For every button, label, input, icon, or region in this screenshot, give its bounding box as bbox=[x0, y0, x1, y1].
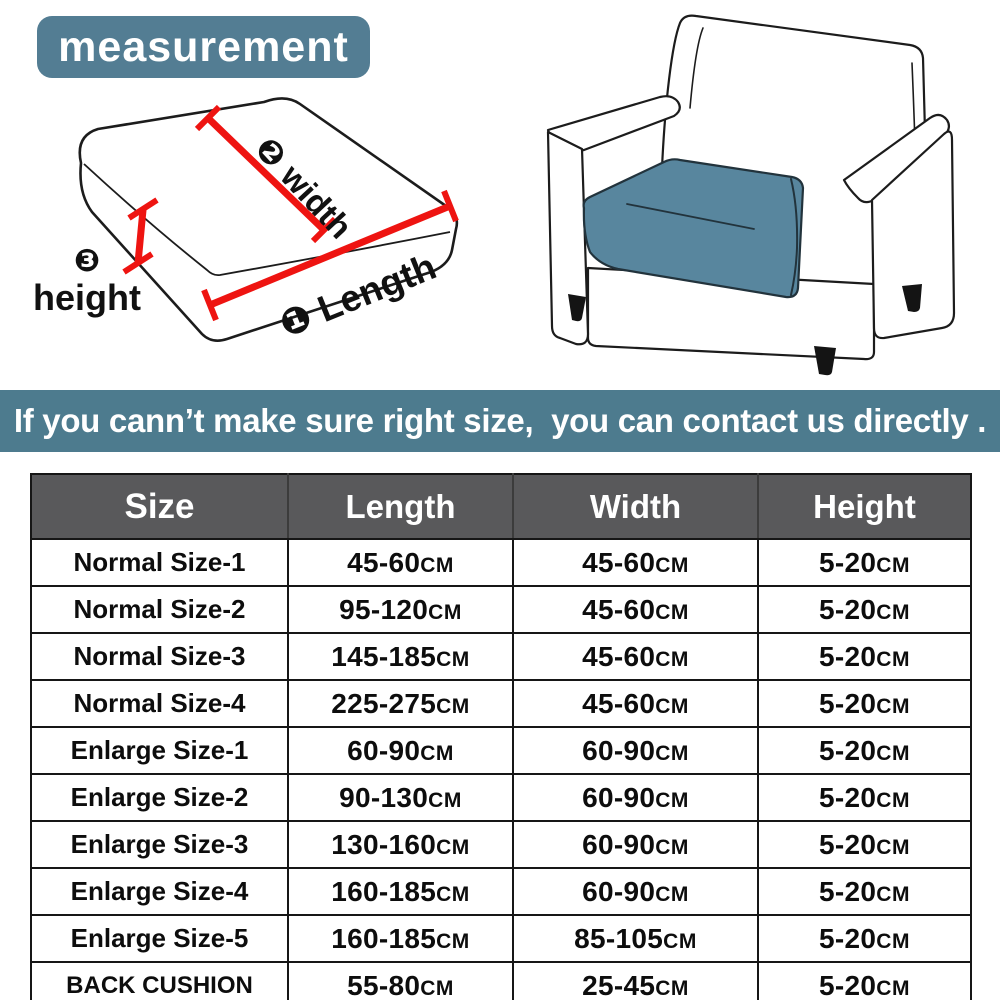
width-value-cell: 45-60CM bbox=[512, 632, 759, 681]
size-name-cell: Enlarge Size-1 bbox=[30, 726, 289, 775]
height-value-cell: 5-20CM bbox=[757, 820, 972, 869]
badge-label: measurement bbox=[58, 22, 349, 71]
table-row: Enlarge Size-1 60-90CM 60-90CM 5-20CM bbox=[30, 726, 972, 775]
size-name-cell: Enlarge Size-5 bbox=[30, 914, 289, 963]
cushion-outline bbox=[78, 97, 459, 342]
table-row: Normal Size-4 225-275CM 45-60CM 5-20CM bbox=[30, 679, 972, 728]
table-row: Enlarge Size-3 130-160CM 60-90CM 5-20CM bbox=[30, 820, 972, 869]
table-row: Enlarge Size-5 160-185CM 85-105CM 5-20CM bbox=[30, 914, 972, 963]
table-row: Normal Size-2 95-120CM 45-60CM 5-20CM bbox=[30, 585, 972, 634]
width-cap-1 bbox=[194, 104, 222, 132]
contact-banner: If you cann’t make sure right size, you … bbox=[0, 390, 1000, 452]
cushion-right-fold bbox=[790, 178, 799, 296]
size-name-cell: Normal Size-3 bbox=[30, 632, 289, 681]
height-value-cell: 5-20CM bbox=[757, 726, 972, 775]
length-value-cell: 130-160CM bbox=[287, 820, 514, 869]
table-row: BACK CUSHION 55-80CM 25-45CM 5-20CM bbox=[30, 961, 972, 1000]
width-value-cell: 45-60CM bbox=[512, 585, 759, 634]
contact-banner-text: If you cann’t make sure right size, you … bbox=[13, 402, 987, 439]
size-table: Size Length Width Height Normal Size-1 45-60… bbox=[30, 473, 972, 1000]
length-value-cell: 90-130CM bbox=[287, 773, 514, 822]
length-cap-1 bbox=[201, 288, 219, 322]
height-marker: ❸ bbox=[74, 243, 100, 279]
size-name-cell: Enlarge Size-4 bbox=[30, 867, 289, 916]
height-value-cell: 5-20CM bbox=[757, 961, 972, 1000]
width-value-cell: 60-90CM bbox=[512, 773, 759, 822]
height-cap-2 bbox=[122, 251, 154, 275]
table-row: Normal Size-3 145-185CM 45-60CM 5-20CM bbox=[30, 632, 972, 681]
length-value-cell: 45-60CM bbox=[287, 538, 514, 587]
armchair-illustration bbox=[546, 14, 956, 376]
length-value-cell: 60-90CM bbox=[287, 726, 514, 775]
width-measure-line bbox=[205, 115, 327, 233]
measurement-badge: measurement bbox=[37, 16, 370, 78]
width-cap-2 bbox=[310, 216, 338, 244]
width-value-cell: 85-105CM bbox=[512, 914, 759, 963]
chair-leg-left bbox=[568, 294, 586, 322]
measure-lines bbox=[122, 104, 459, 322]
column-header: Width bbox=[512, 474, 758, 540]
chair-left-arm-front bbox=[546, 130, 590, 346]
width-value-cell: 45-60CM bbox=[512, 679, 759, 728]
chair-leg-front bbox=[814, 346, 836, 376]
size-name-cell: Normal Size-4 bbox=[30, 679, 289, 728]
chair-legs bbox=[568, 284, 922, 376]
cushion-crease-line bbox=[626, 203, 755, 230]
height-measure-line bbox=[134, 209, 147, 264]
length-value-cell: 55-80CM bbox=[287, 961, 514, 1000]
size-name-cell: BACK CUSHION bbox=[30, 961, 289, 1000]
length-value-cell: 145-185CM bbox=[287, 632, 514, 681]
table-row: Enlarge Size-2 90-130CM 60-90CM 5-20CM bbox=[30, 773, 972, 822]
chair-base bbox=[586, 266, 876, 361]
size-name-cell: Normal Size-1 bbox=[30, 538, 289, 587]
height-value-cell: 5-20CM bbox=[757, 538, 972, 587]
chair-seat-cushion bbox=[582, 158, 805, 299]
length-value-cell: 160-185CM bbox=[287, 914, 514, 963]
length-value-cell: 225-275CM bbox=[287, 679, 514, 728]
width-value-cell: 25-45CM bbox=[512, 961, 759, 1000]
width-value-cell: 45-60CM bbox=[512, 538, 759, 587]
height-value-cell: 5-20CM bbox=[757, 867, 972, 916]
cushion-measure-diagram: ❷width ❶Length ❸ height bbox=[33, 97, 459, 346]
column-header: Size bbox=[31, 474, 288, 540]
table-row: Enlarge Size-4 160-185CM 60-90CM 5-20CM bbox=[30, 867, 972, 916]
height-value-cell: 5-20CM bbox=[757, 585, 972, 634]
chair-right-arm-front bbox=[870, 130, 956, 340]
height-cap-1 bbox=[127, 197, 159, 221]
length-value-cell: 95-120CM bbox=[287, 585, 514, 634]
length-value-cell: 160-185CM bbox=[287, 867, 514, 916]
width-value-cell: 60-90CM bbox=[512, 726, 759, 775]
chair-leg-right bbox=[902, 284, 922, 312]
width-value-cell: 60-90CM bbox=[512, 867, 759, 916]
chair-back-seam-left bbox=[689, 27, 704, 109]
size-table-header-row: Size Length Width Height bbox=[31, 474, 971, 540]
height-label: height bbox=[33, 277, 141, 318]
size-name-cell: Normal Size-2 bbox=[30, 585, 289, 634]
table-row: Normal Size-1 45-60CM 45-60CM 5-20CM bbox=[30, 538, 972, 587]
length-cap-2 bbox=[441, 189, 459, 223]
height-value-cell: 5-20CM bbox=[757, 773, 972, 822]
width-value-cell: 60-90CM bbox=[512, 820, 759, 869]
column-header: Length bbox=[287, 474, 513, 540]
size-name-cell: Enlarge Size-3 bbox=[30, 820, 289, 869]
column-header: Height bbox=[757, 474, 971, 540]
height-value-cell: 5-20CM bbox=[757, 914, 972, 963]
size-name-cell: Enlarge Size-2 bbox=[30, 773, 289, 822]
height-value-cell: 5-20CM bbox=[757, 632, 972, 681]
height-value-cell: 5-20CM bbox=[757, 679, 972, 728]
length-measure-line bbox=[208, 202, 452, 309]
